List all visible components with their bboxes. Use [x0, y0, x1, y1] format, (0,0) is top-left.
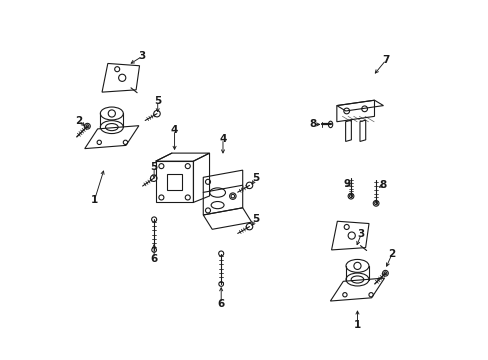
Text: 8: 8 — [378, 180, 386, 190]
Text: 2: 2 — [75, 116, 82, 126]
Text: 4: 4 — [219, 134, 226, 144]
Text: 3: 3 — [139, 51, 145, 61]
Text: 5: 5 — [252, 173, 259, 183]
Text: 1: 1 — [353, 320, 360, 330]
Text: 9: 9 — [343, 179, 349, 189]
Text: 1: 1 — [91, 195, 98, 205]
Text: 6: 6 — [217, 299, 224, 309]
Text: 8: 8 — [308, 120, 316, 129]
Text: 7: 7 — [382, 55, 389, 65]
Text: 3: 3 — [357, 229, 364, 239]
Text: 5: 5 — [150, 162, 158, 172]
Text: 2: 2 — [388, 248, 395, 258]
Text: 5: 5 — [252, 215, 259, 224]
Text: 5: 5 — [154, 96, 161, 106]
Text: 6: 6 — [150, 254, 158, 264]
Text: 4: 4 — [170, 125, 178, 135]
